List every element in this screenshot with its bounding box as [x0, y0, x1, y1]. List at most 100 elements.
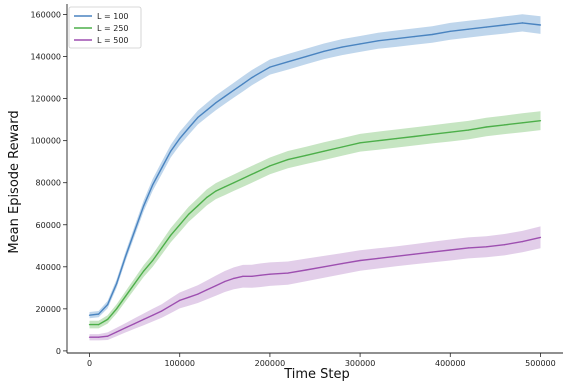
series-2-point — [179, 224, 181, 226]
series-3-point — [88, 336, 91, 338]
y-tick-label: 140000 — [30, 53, 61, 62]
series-2-point — [161, 247, 163, 249]
series-2-point — [152, 259, 154, 262]
series-3-point — [503, 244, 505, 246]
series-3-point — [206, 289, 208, 291]
series-3-point — [251, 275, 253, 277]
series-3-point — [287, 272, 289, 274]
y-tick-label: 80000 — [36, 179, 61, 188]
series-band-2 — [89, 111, 541, 329]
series-3-point — [431, 251, 433, 253]
series-2-point — [323, 150, 325, 152]
series-2-point — [197, 205, 199, 207]
series-1-point — [88, 314, 91, 316]
series-2-point — [143, 270, 145, 272]
x-tick-label: 500000 — [525, 359, 556, 368]
series-2-point — [449, 131, 451, 133]
series-2-point — [485, 126, 487, 128]
series-3-point — [179, 299, 181, 301]
series-3-point — [260, 274, 262, 276]
series-1-point — [431, 33, 433, 36]
series-2-point — [170, 234, 172, 236]
series-1-point — [242, 83, 244, 85]
series-2-point — [269, 165, 271, 167]
series-2-point — [88, 324, 91, 326]
series-1-point — [413, 36, 415, 38]
series-1-point — [449, 30, 451, 32]
series-3-point — [413, 253, 415, 255]
legend: L = 100 L = 250 L = 500 — [68, 6, 142, 49]
series-1-point — [359, 43, 361, 45]
legend-label-2: L = 250 — [97, 24, 129, 33]
x-tick-label: 200000 — [255, 359, 286, 368]
series-3-point — [152, 314, 154, 316]
series-3-point — [467, 247, 469, 249]
series-2-point — [413, 135, 415, 138]
y-axis-title: Mean Episode Reward — [7, 110, 22, 253]
series-3-point — [377, 257, 379, 259]
series-3-point — [449, 249, 451, 251]
series-2-point — [98, 324, 100, 326]
legend-label-1: L = 100 — [97, 12, 129, 21]
series-3-point — [305, 269, 307, 271]
series-1-point — [161, 167, 163, 169]
series-2-point — [116, 308, 118, 310]
series-3-point — [521, 241, 524, 243]
series-1-point — [206, 109, 208, 111]
x-tick-label: 0 — [87, 359, 92, 368]
series-2-point — [215, 190, 217, 192]
series-3-point — [125, 327, 127, 329]
series-1-point — [179, 138, 181, 140]
series-2-point — [125, 295, 127, 297]
series-line-1 — [89, 22, 541, 316]
series-3-point — [485, 246, 487, 248]
y-tick-label: 120000 — [30, 95, 61, 104]
series-1-point — [485, 26, 487, 28]
series-2-point — [242, 177, 244, 180]
series-1-point — [503, 24, 505, 26]
series-3-point — [242, 275, 244, 277]
series-1-point — [134, 230, 136, 232]
x-tick-label: 300000 — [345, 359, 376, 368]
series-1-point — [224, 95, 226, 98]
series-2-point — [287, 159, 289, 161]
series-2-point — [503, 124, 505, 126]
series-3-point — [215, 285, 217, 287]
series-1-point — [152, 184, 154, 186]
series-2-point — [107, 318, 109, 320]
series-3-point — [188, 296, 190, 298]
series-line-3 — [89, 236, 541, 338]
series-1-point — [143, 205, 145, 207]
series-1-point — [269, 66, 271, 68]
series-3-point — [359, 259, 361, 262]
series-2-point — [224, 186, 226, 188]
series-line-2 — [89, 120, 541, 326]
series-1-point — [197, 116, 199, 119]
series-3-point — [134, 323, 136, 325]
series-1-point — [305, 56, 307, 58]
plot-axes — [66, 4, 563, 354]
series-1-point — [467, 28, 469, 30]
series-1-point — [287, 61, 289, 63]
series-3-point — [197, 293, 199, 295]
series-2-point — [521, 122, 524, 124]
legend-label-3: L = 500 — [97, 36, 129, 45]
series-3-point — [323, 266, 325, 268]
series-1-point — [188, 127, 190, 129]
y-tick-label: 60000 — [36, 221, 61, 230]
series-1-point — [215, 102, 217, 104]
series-3-point — [224, 280, 226, 283]
series-3-point — [143, 318, 145, 320]
series-2-point — [188, 213, 190, 215]
series-1-point — [107, 304, 109, 306]
series-band-3 — [89, 226, 541, 341]
y-tick-label: 20000 — [36, 305, 61, 314]
y-tick-label: 160000 — [30, 11, 61, 20]
series-1-point — [98, 313, 100, 315]
series-3-point — [161, 310, 163, 312]
confidence-bands — [89, 14, 541, 341]
series-1-point — [233, 89, 235, 91]
series-1-point — [521, 22, 524, 24]
y-tick-label: 40000 — [36, 263, 61, 272]
